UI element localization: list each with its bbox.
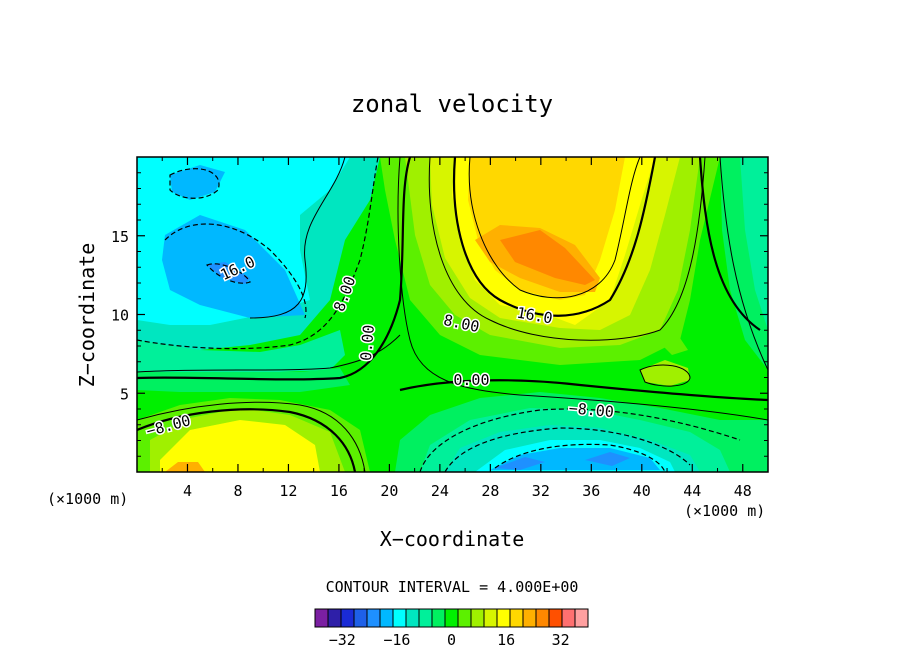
colorbar-swatch (574, 608, 589, 628)
region-orange-bl (165, 462, 205, 472)
region-blue-left (162, 215, 305, 318)
x-tick-label: 8 (233, 482, 242, 500)
colorbar-swatch (509, 608, 524, 628)
x-axis-label: X−coordinate (380, 527, 525, 551)
contour-line-bold (137, 157, 412, 381)
y-axis-label: Z−coordinate (75, 243, 99, 388)
region-deep-orange-r (500, 230, 595, 285)
colorbar-swatch (405, 608, 420, 628)
x-tick-label: 4 (183, 482, 192, 500)
contour-line-dashed (205, 263, 251, 284)
colorbar-swatch (314, 608, 329, 628)
region-deep-blue-left (207, 262, 250, 284)
contour-line-dashed (494, 443, 666, 472)
region-blue-top (170, 165, 225, 200)
x-tick-label: 36 (582, 482, 600, 500)
colorbar-swatch (522, 608, 537, 628)
x-tick-label: 44 (683, 482, 701, 500)
contour-line (397, 157, 768, 421)
colorbar-swatch (379, 608, 394, 628)
colorbar-swatch (561, 608, 576, 628)
x-tick-label: 12 (279, 482, 297, 500)
contour-line (639, 364, 691, 387)
colorbar-swatch (535, 608, 550, 628)
contour-line (719, 157, 768, 371)
colorbar-swatch (496, 608, 511, 628)
colorbar-swatch (366, 608, 381, 628)
region-small-green-r2 (662, 338, 688, 355)
region-deep-blue-br (495, 457, 545, 470)
colorbar-swatch (392, 608, 407, 628)
region-deep-blue-br2 (585, 452, 630, 466)
region-green-a (137, 330, 345, 372)
x-tick-label: 24 (431, 482, 449, 500)
colorbar-tick-label: 32 (552, 631, 570, 649)
colorbar-swatch (457, 608, 472, 628)
contour-line-bold (399, 379, 768, 402)
colorbar-swatch (444, 608, 459, 628)
contour-line-dashed (137, 157, 379, 350)
colorbar-swatch (470, 608, 485, 628)
y-tick-label: 5 (120, 385, 129, 403)
x-tick-label: 32 (532, 482, 550, 500)
colorbar-swatch (327, 608, 342, 628)
y-tick-label: 10 (111, 307, 129, 325)
chart-title: zonal velocity (351, 90, 553, 118)
colorbar-tick-label: 0 (447, 631, 456, 649)
x-tick-label: 16 (330, 482, 348, 500)
contour-line-dashed (164, 223, 307, 319)
contour-label: 0.00 (357, 324, 378, 362)
contour-line-dashed (419, 408, 741, 472)
colorbar-swatch (340, 608, 355, 628)
colorbar-tick-label: −16 (383, 631, 410, 649)
colorbar-tick-label: 16 (497, 631, 515, 649)
contour-line-bold (453, 157, 657, 317)
contour-line (249, 157, 346, 319)
colorbar-tick-label: −32 (329, 631, 356, 649)
x-tick-label: 40 (633, 482, 651, 500)
contour-line-bold (137, 408, 357, 472)
region-cyan-right-edge (740, 157, 768, 330)
plot-area (137, 157, 768, 472)
colorbar: −32 −16 0 16 32 (314, 608, 589, 649)
contour-line (468, 157, 641, 299)
colorbar-swatch (548, 608, 563, 628)
colorbar-swatch (418, 608, 433, 628)
x-tick-label: 20 (380, 482, 398, 500)
contour-line-dashed (444, 427, 691, 472)
contour-line (428, 157, 706, 341)
contour-line (137, 401, 366, 472)
x-tick-label: 28 (481, 482, 499, 500)
contour-line-bold (698, 157, 761, 331)
region-green-b (137, 368, 350, 392)
x-unit-right: (×1000 m) (684, 502, 765, 520)
contour-line-dashed (169, 168, 220, 199)
contour-interval-label: CONTOUR INTERVAL = 4.000E+00 (326, 578, 579, 596)
colorbar-swatch (431, 608, 446, 628)
colorbar-swatch (353, 608, 368, 628)
colorbar-swatch (483, 608, 498, 628)
region-yellow-bl (160, 420, 320, 472)
y-tick-label: 15 (111, 228, 129, 246)
x-unit-left: (×1000 m) (47, 490, 128, 508)
contour-label: 0.00 (453, 371, 489, 389)
x-tick-label: 48 (734, 482, 752, 500)
